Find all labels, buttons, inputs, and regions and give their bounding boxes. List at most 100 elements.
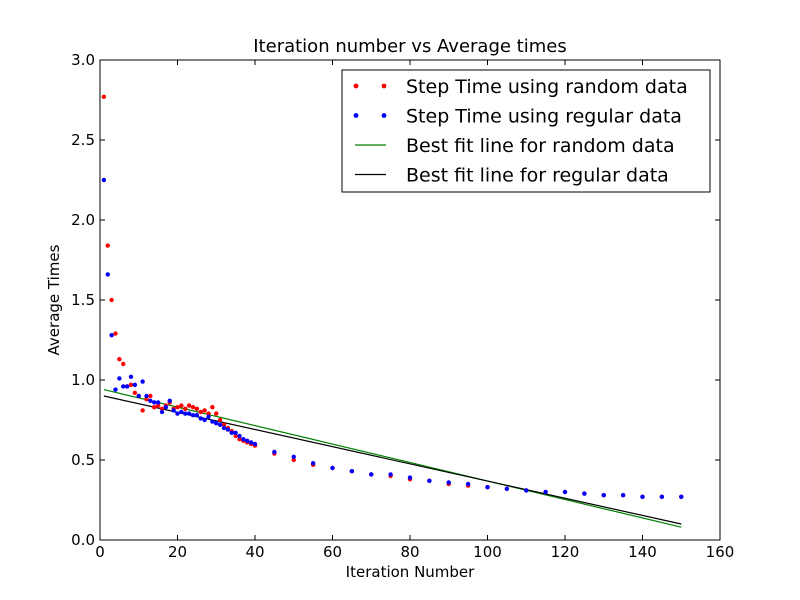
legend-marker xyxy=(381,83,387,89)
series-1-point xyxy=(237,433,242,439)
series-0-point xyxy=(198,409,203,415)
chart-title: Iteration number vs Average times xyxy=(253,36,566,57)
series-1-point xyxy=(245,438,250,443)
series-1-point xyxy=(206,414,211,419)
legend: Step Time using random data Step Time usi… xyxy=(341,69,711,193)
series-0-point xyxy=(109,297,114,303)
series-1-point xyxy=(155,400,161,405)
y-axis-label: Average Times xyxy=(45,244,63,355)
legend-label: Best fit line for random data xyxy=(406,135,675,157)
x-tick-label: 0 xyxy=(95,543,105,561)
series-1-point xyxy=(562,489,568,495)
series-1-point xyxy=(640,494,645,499)
series-1-point xyxy=(117,376,122,381)
series-1-point xyxy=(105,272,110,277)
x-tick-label: 60 xyxy=(323,543,342,561)
y-tick-label: 2.0 xyxy=(71,211,95,229)
series-0-point xyxy=(113,331,118,336)
series-1-point xyxy=(221,425,227,431)
series-1-point xyxy=(190,413,196,418)
series-1-point xyxy=(124,384,130,389)
legend-label: Step Time using random data xyxy=(406,76,688,98)
series-0-point xyxy=(202,408,207,413)
series-0-point xyxy=(148,393,153,399)
series-1-point xyxy=(248,440,254,445)
series-1-point xyxy=(163,405,169,410)
series-0-point xyxy=(132,390,138,395)
series-1-point xyxy=(233,430,238,435)
series-1-point xyxy=(159,409,165,415)
series-1-point xyxy=(101,177,107,183)
series-0-point xyxy=(128,382,134,387)
series-0-point xyxy=(206,411,211,416)
y-tick-label: 3.0 xyxy=(71,51,95,69)
series-0-point xyxy=(144,397,149,402)
x-axis-label: Iteration Number xyxy=(346,563,475,581)
series-0-point xyxy=(214,411,219,416)
series-1-point xyxy=(485,485,490,490)
series-1-point xyxy=(446,480,451,485)
series-1-point xyxy=(171,408,176,413)
series-1-point xyxy=(140,379,145,384)
series-0-point xyxy=(237,437,242,442)
series-1-point xyxy=(210,419,215,424)
series-1-point xyxy=(167,398,172,403)
x-tick-label: 20 xyxy=(168,543,187,561)
series-1-point xyxy=(330,465,335,471)
series-1-point xyxy=(214,421,219,426)
series-0-point xyxy=(159,406,165,411)
series-0-point xyxy=(217,417,223,423)
series-1-point xyxy=(524,488,529,493)
series-0-point xyxy=(186,403,192,408)
series-0-point xyxy=(140,408,145,413)
x-tick-label: 160 xyxy=(706,543,735,561)
series-0-point xyxy=(155,403,161,408)
x-tick-label: 120 xyxy=(551,543,580,561)
series-1-point xyxy=(217,422,223,427)
series-1-point xyxy=(144,393,149,399)
series-1-point xyxy=(252,441,258,447)
series-1-point xyxy=(202,417,207,423)
series-1-point xyxy=(113,387,118,392)
series-0-point xyxy=(233,433,238,439)
series-1-point xyxy=(291,454,296,459)
y-tick-label: 0.5 xyxy=(71,451,95,469)
series-1-point xyxy=(582,491,587,496)
series-1-point xyxy=(310,461,316,466)
legend-marker xyxy=(381,113,387,118)
series-1-point xyxy=(132,382,138,387)
series-1-point xyxy=(225,427,231,432)
series-0-point xyxy=(190,405,196,410)
series-1-point xyxy=(679,494,684,499)
series-0-point xyxy=(117,357,122,362)
legend-box xyxy=(341,69,711,193)
axis-ticks: 0 20 40 60 80 100 120 140 160 0.0 0.5 1.0 1.5 2.0 2.5 3… xyxy=(71,51,734,561)
series-1-point xyxy=(427,478,432,483)
legend-marker xyxy=(353,113,359,118)
series-1-point xyxy=(186,411,192,416)
series-0-point xyxy=(105,243,110,248)
series-1-point xyxy=(183,411,188,416)
series-1-point xyxy=(620,493,626,498)
series-0-point xyxy=(175,405,180,410)
series-1-point xyxy=(136,393,141,399)
y-tick-label: 1.0 xyxy=(71,371,95,389)
series-1-point xyxy=(543,489,548,495)
series-1-point xyxy=(601,493,606,498)
series-0-point xyxy=(179,403,184,408)
series-1-point xyxy=(198,416,203,421)
series-1-point xyxy=(349,469,355,474)
series-1-point xyxy=(229,430,234,435)
series-1-point xyxy=(369,472,374,477)
series-0-point xyxy=(152,405,157,410)
series-0-point xyxy=(221,422,227,427)
x-tick-label: 80 xyxy=(400,543,419,561)
series-1-point xyxy=(109,333,114,338)
data-points xyxy=(101,94,684,499)
series-1-point xyxy=(148,398,153,403)
legend-marker xyxy=(353,83,359,89)
x-tick-label: 140 xyxy=(628,543,657,561)
series-0-point xyxy=(121,361,126,367)
legend-label: Step Time using regular data xyxy=(406,106,682,128)
